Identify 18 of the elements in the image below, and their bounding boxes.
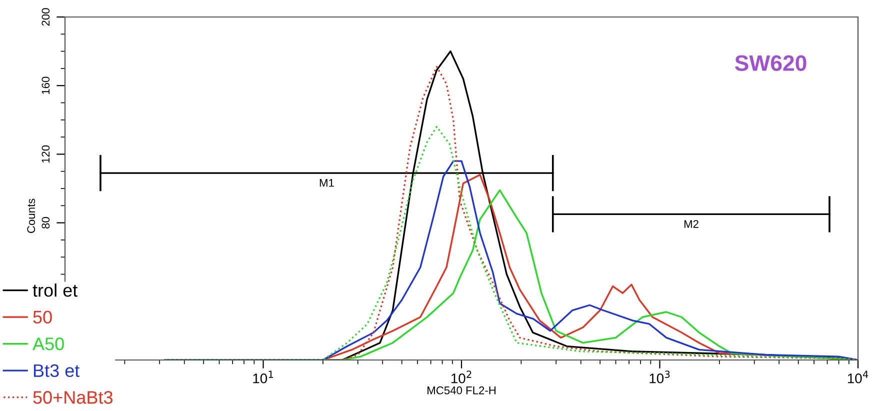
y-tick-label: 160 (42, 76, 50, 94)
y-axis-title: Counts (27, 198, 36, 233)
x-tick-label: 10$^{1}$ (253, 370, 274, 384)
annotation: M2 (684, 220, 698, 228)
y-tick-label: 120 (42, 145, 50, 163)
legend-label: 50+NaBt3 (33, 391, 113, 404)
legend-label: 50 (33, 310, 52, 324)
x-axis-title: MC540 FL2-H (428, 386, 496, 394)
y-tick-label: 80 (42, 217, 50, 228)
annotation: SW620 (734, 55, 806, 71)
y-tick-label: 200 (42, 8, 50, 26)
x-tick-label: 10$^{4}$ (848, 370, 868, 384)
annotation: M1 (320, 179, 334, 187)
x-tick-label: 10$^{3}$ (650, 370, 670, 384)
x-tick-label: 10$^{2}$ (451, 370, 472, 384)
legend-label: A50 (32, 338, 64, 350)
legend-label: trol et (32, 284, 78, 297)
legend-label: Bt3 et (34, 364, 80, 378)
